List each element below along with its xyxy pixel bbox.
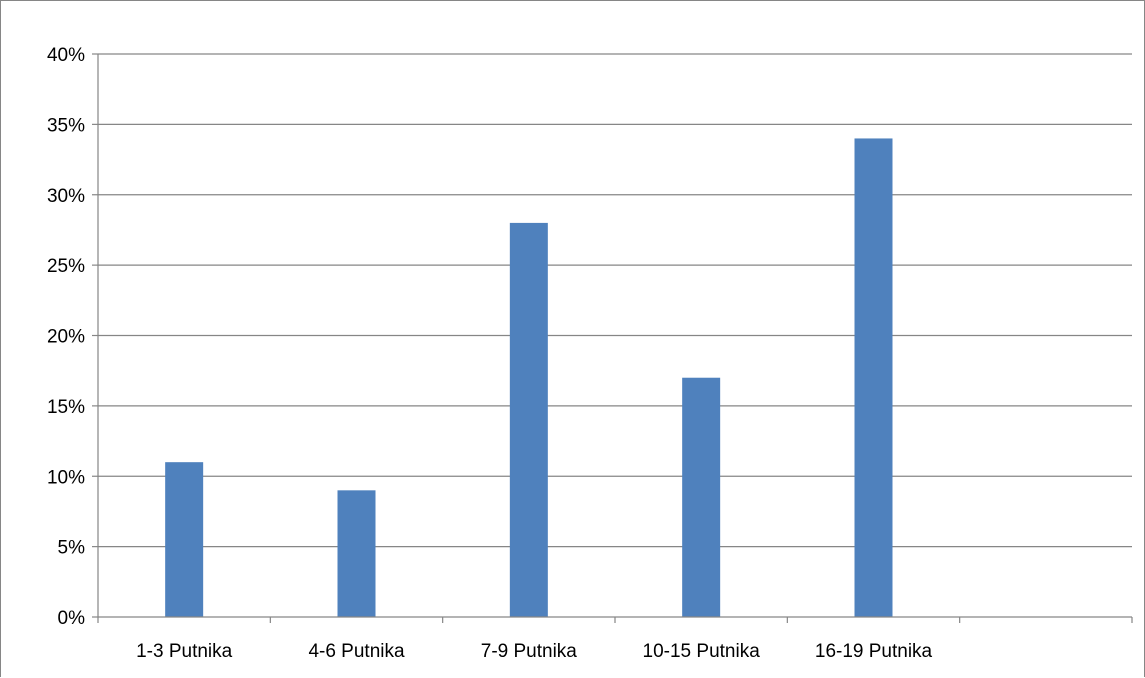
x-tick-label: 7-9 Putnika [481, 641, 578, 662]
y-tick-label: 30% [47, 186, 85, 207]
y-tick-label: 5% [58, 538, 86, 559]
bar [509, 222, 548, 617]
x-tick-label: 16-19 Putnika [815, 641, 933, 662]
y-tick-label: 25% [47, 256, 85, 277]
y-tick-label: 20% [47, 327, 85, 348]
bars [165, 138, 893, 617]
bar [165, 462, 204, 617]
gridlines [98, 53, 1132, 548]
y-tick-label: 40% [47, 45, 85, 66]
bar [682, 377, 721, 617]
bar [337, 490, 376, 617]
y-tick-label: 35% [47, 115, 85, 136]
x-tick-label: 1-3 Putnika [136, 641, 233, 662]
axes [92, 53, 1133, 623]
x-tick-label: 4-6 Putnika [308, 641, 405, 662]
y-tick-labels: 0% 5% 10% 15% 20% 25% 30% 35% 40% [47, 45, 85, 629]
y-tick-label: 10% [47, 467, 85, 488]
x-tick-label: 10-15 Putnika [643, 641, 761, 662]
y-tick-label: 15% [47, 397, 85, 418]
x-tick-labels: 1-3 Putnika 4-6 Putnika 7-9 Putnika 10-15 P… [136, 641, 932, 662]
bar [854, 138, 893, 617]
y-tick-label: 0% [58, 608, 86, 629]
